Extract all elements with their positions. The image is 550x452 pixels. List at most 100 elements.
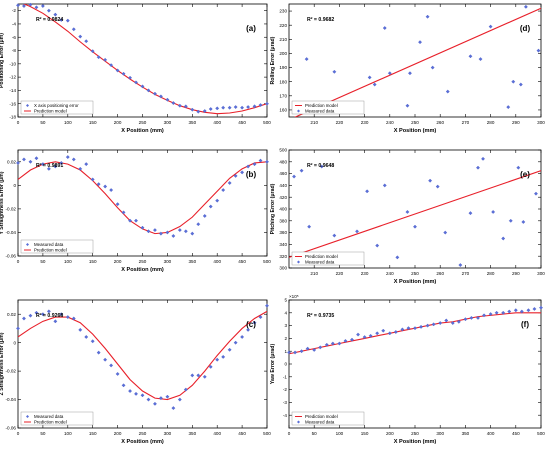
y-tick-label: 0.02 bbox=[7, 159, 16, 164]
measured-point bbox=[90, 49, 95, 54]
measured-point bbox=[246, 327, 250, 332]
measured-point bbox=[365, 189, 370, 194]
panel-label: (f) bbox=[521, 320, 529, 329]
measured-point bbox=[240, 105, 245, 110]
x-tick-label: 250 bbox=[411, 271, 419, 276]
measured-point bbox=[227, 347, 232, 352]
measured-point bbox=[53, 319, 58, 324]
x-axis-label: X Position (mm) bbox=[394, 128, 437, 134]
measured-point bbox=[233, 105, 238, 109]
y-tick-label: 170 bbox=[279, 93, 287, 98]
x-axis-label: X Position (mm) bbox=[121, 267, 164, 273]
legend-entry: Measured data bbox=[34, 242, 64, 247]
measured-point bbox=[307, 224, 312, 229]
legend-marker-swatch bbox=[297, 420, 300, 424]
measured-point bbox=[159, 231, 163, 236]
measured-point bbox=[109, 188, 114, 192]
y-tick-label: 360 bbox=[279, 230, 287, 235]
legend-marker-swatch bbox=[26, 243, 29, 246]
x-axis-label: X Position (mm) bbox=[121, 439, 164, 445]
y-tick-label: 0 bbox=[13, 340, 16, 345]
measured-point bbox=[90, 177, 95, 182]
x-tick-label: 450 bbox=[238, 259, 246, 264]
measured-point bbox=[413, 224, 417, 229]
y-tick-label: 0 bbox=[13, 183, 16, 188]
x-tick-label: 200 bbox=[114, 431, 122, 436]
y-tick-label: -16 bbox=[9, 101, 16, 106]
legend-entry: Prediction model bbox=[34, 109, 67, 114]
measured-point bbox=[337, 341, 342, 346]
measured-point bbox=[128, 218, 132, 223]
measured-point bbox=[16, 326, 20, 331]
measured-point bbox=[488, 24, 493, 29]
x-tick-label: 50 bbox=[312, 431, 318, 436]
measured-point bbox=[84, 39, 89, 44]
measured-point bbox=[387, 331, 392, 336]
x-tick-label: 50 bbox=[40, 431, 46, 436]
measured-point bbox=[190, 373, 195, 378]
x-tick-label: 260 bbox=[436, 120, 444, 125]
measured-point bbox=[128, 75, 132, 80]
measured-point bbox=[246, 105, 250, 109]
y-axis-label: Positioning Error (μm) bbox=[0, 33, 5, 88]
x-tick-label: 290 bbox=[512, 120, 520, 125]
x-tick-label: 200 bbox=[114, 120, 122, 125]
x-tick-label: 450 bbox=[512, 431, 520, 436]
plot-frame bbox=[17, 149, 268, 257]
y-tick-label: 440 bbox=[279, 183, 287, 188]
x-tick-label: 240 bbox=[386, 271, 394, 276]
measured-point bbox=[153, 91, 157, 96]
measured-point bbox=[134, 391, 138, 396]
measured-point bbox=[400, 327, 405, 332]
measured-point bbox=[84, 335, 89, 339]
x-tick-label: 260 bbox=[436, 271, 444, 276]
measured-point bbox=[469, 316, 474, 320]
x-tick-label: 500 bbox=[537, 431, 545, 436]
measured-point bbox=[265, 303, 269, 308]
measured-point bbox=[431, 322, 436, 327]
measured-point bbox=[382, 183, 387, 188]
measured-point bbox=[28, 2, 33, 7]
measured-point bbox=[221, 188, 226, 192]
y-tick-label: 460 bbox=[279, 171, 287, 176]
measured-point bbox=[265, 159, 269, 164]
measured-point bbox=[258, 158, 263, 163]
measured-point bbox=[71, 316, 76, 321]
measured-point bbox=[202, 214, 207, 218]
measured-point bbox=[103, 357, 108, 362]
legend-marker-swatch bbox=[26, 104, 29, 107]
x-tick-label: 230 bbox=[361, 120, 369, 125]
x-tick-label: 200 bbox=[114, 259, 122, 264]
measured-point bbox=[78, 34, 83, 39]
plot-frame bbox=[288, 3, 542, 118]
measured-point bbox=[252, 320, 257, 325]
panel-label: (e) bbox=[520, 170, 530, 179]
measured-point bbox=[115, 68, 120, 73]
y-tick-label: -6 bbox=[12, 35, 17, 40]
legend-entry: Measured data bbox=[305, 109, 335, 114]
legend-box bbox=[20, 411, 94, 426]
measured-point bbox=[227, 181, 232, 185]
panel-label: (b) bbox=[246, 170, 257, 179]
measured-point bbox=[208, 364, 213, 369]
measured-point bbox=[252, 104, 257, 109]
measured-point bbox=[34, 156, 39, 161]
measured-point bbox=[406, 326, 411, 331]
measured-point bbox=[65, 18, 70, 23]
x-tick-label: 270 bbox=[462, 271, 470, 276]
measured-point bbox=[190, 231, 195, 236]
x-tick-label: 280 bbox=[487, 120, 495, 125]
legend-marker-swatch bbox=[297, 109, 300, 113]
y-tick-label: 200 bbox=[279, 51, 287, 56]
measured-point bbox=[532, 307, 537, 311]
measured-point bbox=[196, 109, 201, 114]
measured-point bbox=[428, 178, 433, 183]
y-tick-label: -4 bbox=[283, 413, 288, 418]
measured-point bbox=[240, 170, 245, 175]
x-tick-label: 270 bbox=[462, 120, 470, 125]
measured-point bbox=[418, 40, 422, 45]
x-tick-label: 50 bbox=[40, 120, 46, 125]
legend-box bbox=[291, 411, 365, 426]
